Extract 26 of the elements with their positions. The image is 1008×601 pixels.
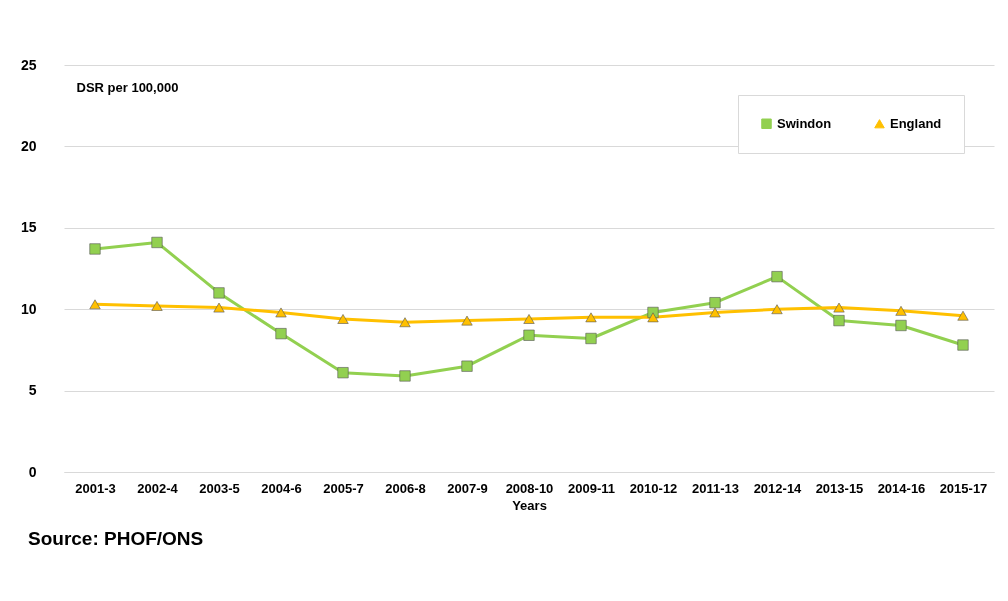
x-tick-label: 2012-14: [753, 480, 803, 496]
x-tick-label: 2015-17: [939, 480, 988, 496]
y-tick-label: 20: [20, 137, 37, 154]
x-tick-label: 2009-11: [568, 480, 615, 496]
x-tick-label: 2007-9: [447, 480, 488, 496]
y-axis-title: DSR per 100,000: [76, 79, 179, 95]
y-tick-label: 15: [20, 219, 37, 236]
x-tick-label: 2002-4: [137, 480, 179, 496]
x-axis-title: Years: [512, 497, 547, 513]
legend-label: England: [890, 115, 942, 131]
x-tick-label: 2014-16: [877, 480, 926, 496]
x-tick-label: 2006-8: [385, 480, 426, 496]
y-tick-label: 5: [28, 382, 37, 399]
x-tick-label: 2008-10: [505, 480, 554, 496]
x-tick-label: 2001-3: [75, 480, 116, 496]
x-tick-label: 2003-5: [199, 480, 240, 496]
x-tick-label: 2011-13: [692, 480, 739, 496]
y-tick-label: 25: [20, 56, 37, 73]
y-tick-label: 10: [20, 300, 37, 317]
x-tick-label: 2004-6: [261, 480, 302, 496]
x-tick-label: 2005-7: [323, 480, 364, 496]
legend-label: Swindon: [777, 115, 832, 131]
x-tick-label: 2013-15: [815, 480, 864, 496]
x-tick-label: 2010-12: [629, 480, 678, 496]
y-tick-label: 0: [28, 463, 37, 480]
source-note: Source: PHOF/ONS: [28, 528, 204, 550]
